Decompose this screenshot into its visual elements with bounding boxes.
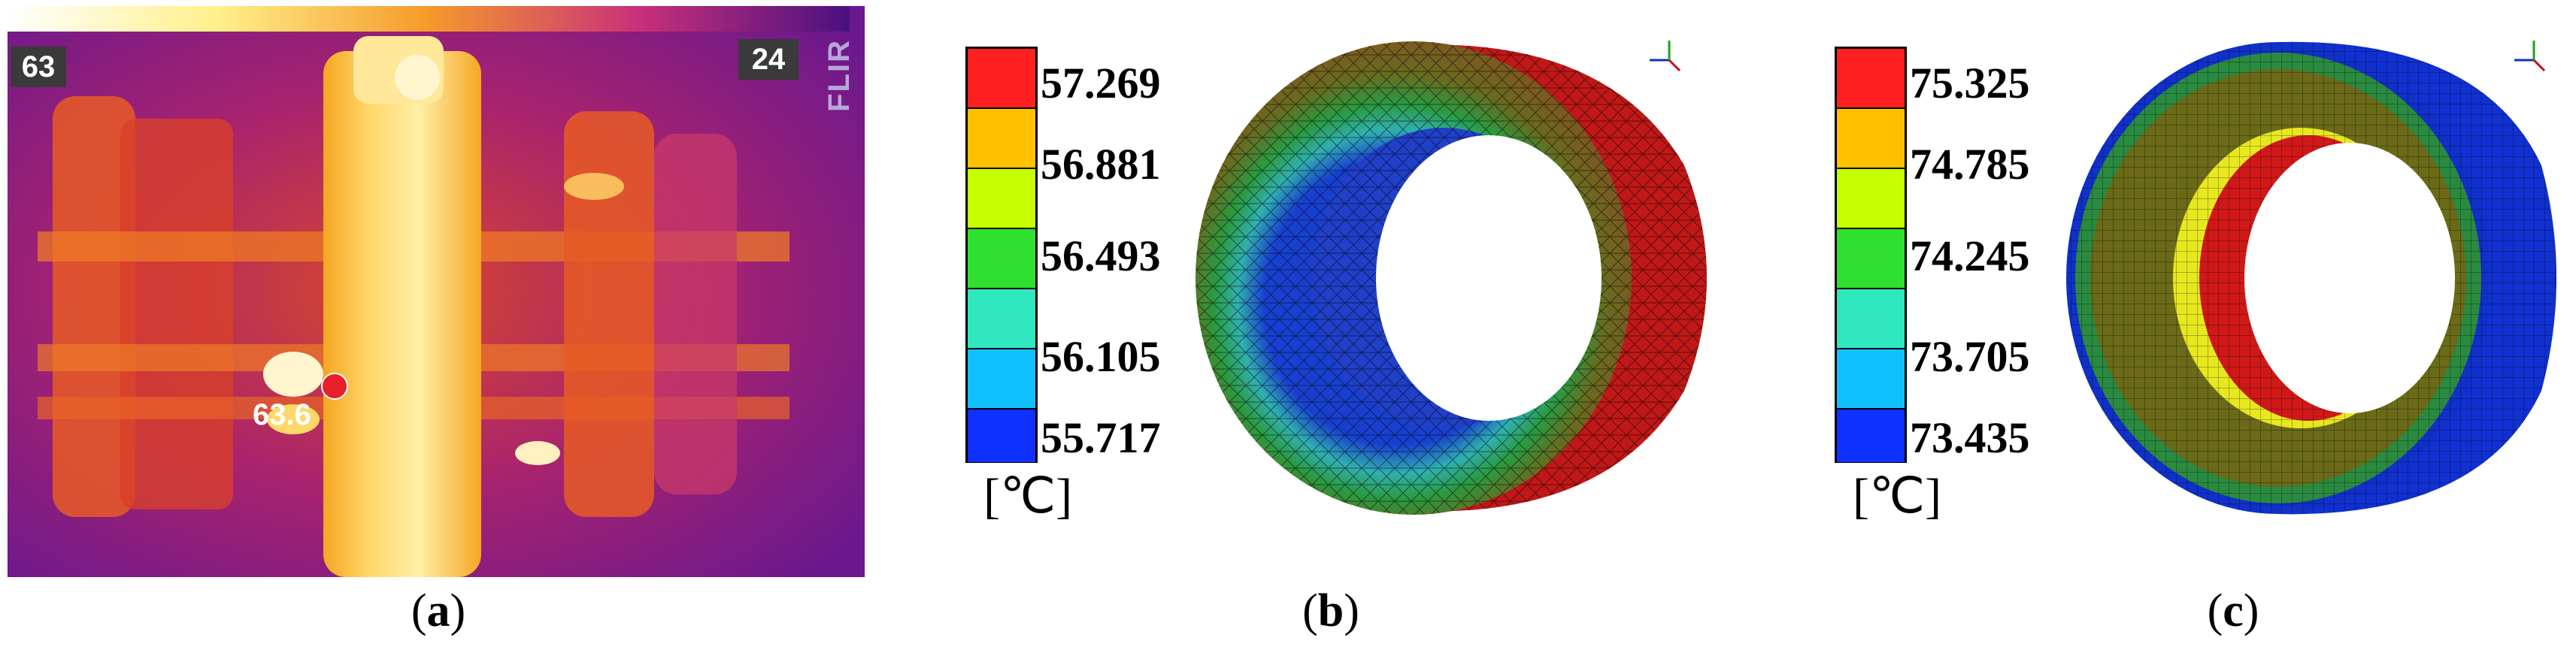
axis-triad-icon	[1650, 41, 1681, 72]
colorbar-c-segment	[1837, 410, 1905, 462]
colorbar-c-label-4: 73.705	[1910, 332, 2030, 381]
fem-ring-model-b	[1196, 41, 1707, 515]
thermal-image-panel	[8, 6, 865, 577]
caption-a: (a)	[411, 585, 466, 636]
colorbar-c-segment	[1837, 109, 1905, 169]
colorbar-c	[1835, 47, 1907, 463]
thermal-image	[8, 6, 865, 577]
temperature-scale-bar	[8, 6, 850, 32]
caption-b: (b)	[1302, 585, 1359, 636]
colorbar-b-label-4: 56.105	[1041, 332, 1161, 381]
colorbar-b-segment	[968, 169, 1035, 229]
unit-label-c: [℃]	[1853, 469, 1942, 524]
colorbar-c-segment	[1837, 169, 1905, 229]
colorbar-b-segment	[968, 109, 1035, 169]
colorbar-c-segment	[1837, 49, 1905, 109]
colorbar-b-segment	[968, 229, 1035, 289]
flir-brand-label: FLIR	[823, 39, 856, 112]
colorbar-c-label-1: 75.325	[1910, 59, 2030, 107]
colorbar-c-label-3: 74.245	[1910, 231, 2030, 280]
colorbar-b-segment	[968, 49, 1035, 109]
colorbar-c-label-2: 74.785	[1910, 140, 2030, 189]
colorbar-b-segment	[968, 349, 1035, 410]
fem-ring-model-c	[2066, 41, 2556, 515]
measurement-spot-marker	[321, 373, 348, 400]
colorbar-b-label-3: 56.493	[1041, 231, 1161, 280]
scale-max-label: 63	[11, 47, 66, 87]
caption-c: (c)	[2207, 585, 2259, 636]
colorbar-c-segment	[1837, 229, 1905, 289]
colorbar-b-segment	[968, 410, 1035, 462]
colorbar-b	[965, 47, 1038, 463]
colorbar-b-segment	[968, 289, 1035, 349]
colorbar-b-label-5: 55.717	[1041, 413, 1161, 462]
spot-temperature-label: 63.6	[253, 398, 311, 431]
colorbar-c-label-5: 73.435	[1910, 413, 2030, 462]
colorbar-c-segment	[1837, 289, 1905, 349]
scale-min-label: 24	[738, 39, 799, 80]
axis-triad-icon	[2514, 41, 2546, 72]
colorbar-c-segment	[1837, 349, 1905, 410]
colorbar-b-label-2: 56.881	[1041, 140, 1161, 189]
colorbar-b-label-1: 57.269	[1041, 59, 1161, 107]
unit-label-b: [℃]	[983, 469, 1073, 524]
